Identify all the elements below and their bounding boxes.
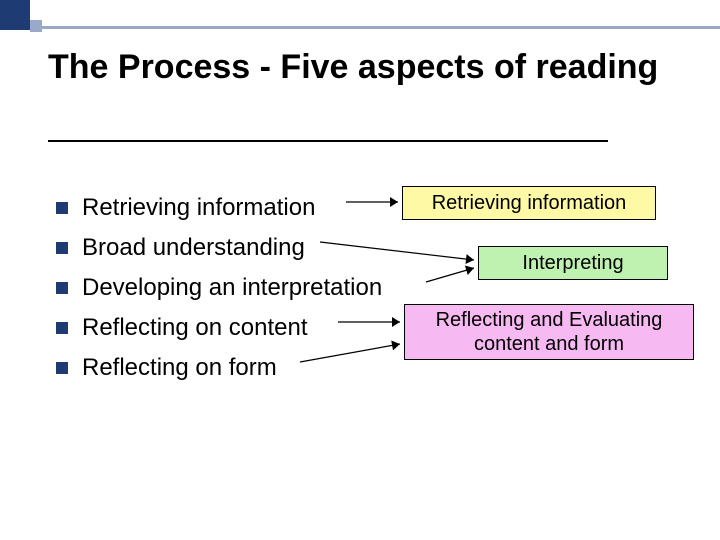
list-item: Retrieving information <box>56 188 382 228</box>
list-item: Reflecting on form <box>56 348 382 388</box>
list-item: Reflecting on content <box>56 308 382 348</box>
box-label-line1: Reflecting and Evaluating <box>436 308 663 332</box>
bullet-text: Reflecting on form <box>82 354 277 382</box>
decor-top-line <box>42 26 720 29</box>
box-retrieving: Retrieving information <box>402 186 656 220</box>
box-label: Retrieving information <box>432 191 627 215</box>
box-label-line2: content and form <box>474 332 624 356</box>
bullet-icon <box>56 202 68 214</box>
bullet-icon <box>56 362 68 374</box>
decor-big-square <box>0 0 30 30</box>
list-item: Developing an interpretation <box>56 268 382 308</box>
bullet-text: Reflecting on content <box>82 314 307 342</box>
decor-small-square <box>30 20 42 32</box>
bullet-icon <box>56 242 68 254</box>
title-block: The Process - Five aspects of reading <box>48 48 680 87</box>
box-reflecting: Reflecting and Evaluating content and fo… <box>404 304 694 360</box>
page-title: The Process - Five aspects of reading <box>48 48 680 87</box>
bullet-text: Broad understanding <box>82 234 305 262</box>
list-item: Broad understanding <box>56 228 382 268</box>
bullet-text: Retrieving information <box>82 194 315 222</box>
bullet-text: Developing an interpretation <box>82 274 382 302</box>
bullet-list: Retrieving information Broad understandi… <box>56 188 382 388</box>
bullet-icon <box>56 282 68 294</box>
title-underline <box>48 140 608 142</box>
box-label: Interpreting <box>522 251 623 275</box>
bullet-icon <box>56 322 68 334</box>
box-interpreting: Interpreting <box>478 246 668 280</box>
